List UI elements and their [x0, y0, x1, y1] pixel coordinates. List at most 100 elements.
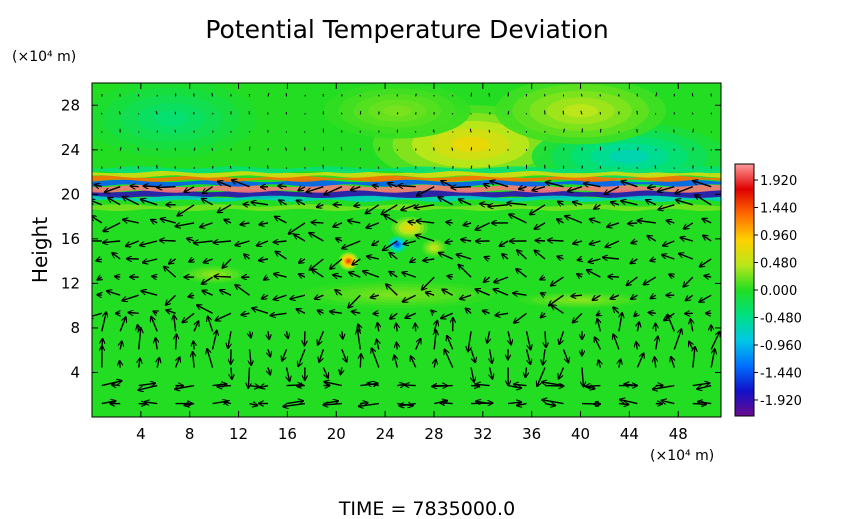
- wind-vector: [404, 241, 416, 244]
- wind-vector: [349, 272, 361, 278]
- colorbar-tick-label: -0.960: [760, 339, 802, 354]
- wind-vector: [594, 404, 601, 405]
- wind-vector: [342, 240, 361, 248]
- wind-vector: [352, 311, 361, 313]
- field-band: [92, 179, 721, 187]
- wind-vector: [189, 295, 195, 297]
- wind-vector: [559, 331, 565, 344]
- wind-vector: [211, 331, 217, 350]
- wind-vector: [692, 147, 694, 151]
- wind-vector: [654, 164, 657, 169]
- wind-vector: [543, 349, 545, 364]
- wind-vector: [656, 337, 658, 350]
- wind-vector: [193, 147, 196, 151]
- wind-vector: [224, 220, 232, 223]
- wind-vector: [544, 94, 546, 97]
- wind-vector: [298, 187, 306, 191]
- wind-vector: [235, 285, 250, 296]
- wind-vector: [416, 235, 435, 242]
- wind-vector: [394, 355, 397, 368]
- wind-vector: [231, 367, 232, 380]
- wind-vector: [683, 276, 694, 287]
- wind-vector: [415, 93, 417, 97]
- wind-vector: [367, 256, 379, 259]
- wind-vector: [470, 92, 473, 97]
- wind-vector: [397, 384, 404, 385]
- wind-vector: [259, 223, 269, 225]
- y-tick-label: 16: [61, 230, 80, 248]
- wind-vector: [174, 111, 177, 115]
- wind-vector: [268, 349, 270, 356]
- wind-vector: [664, 312, 675, 320]
- wind-vector: [377, 340, 379, 350]
- wind-vector: [662, 255, 675, 260]
- wind-vector: [174, 147, 177, 151]
- wind-vector: [519, 187, 527, 190]
- wind-vector: [223, 258, 232, 268]
- wind-vector: [559, 367, 565, 379]
- wind-vector: [593, 294, 601, 300]
- wind-vector: [342, 331, 343, 338]
- wind-vector: [599, 128, 602, 133]
- wind-vector: [631, 241, 638, 243]
- wind-vector: [558, 202, 564, 205]
- wind-vector: [675, 186, 694, 194]
- wind-vector: [139, 328, 141, 350]
- wind-vector: [398, 186, 416, 187]
- wind-vector: [620, 400, 638, 405]
- wind-vector: [378, 323, 379, 332]
- wind-vector: [535, 251, 546, 260]
- wind-vector: [476, 401, 490, 403]
- wind-vector: [509, 214, 527, 224]
- y-tick-label: 4: [70, 363, 80, 381]
- wind-vector: [530, 204, 546, 215]
- field-feature: [395, 242, 400, 247]
- wind-vector: [276, 252, 287, 260]
- wind-vector: [507, 203, 527, 205]
- wind-vector: [224, 402, 232, 404]
- wind-vector: [460, 294, 472, 299]
- wind-vector: [164, 267, 177, 278]
- wind-vector: [340, 367, 342, 375]
- wind-vector: [662, 401, 675, 404]
- wind-vector: [446, 222, 453, 223]
- wind-vector: [204, 259, 213, 263]
- time-label: TIME = 7835000.0: [338, 498, 515, 519]
- wind-vector: [457, 254, 472, 260]
- wind-vector: [446, 241, 453, 243]
- wind-vector: [123, 197, 140, 206]
- wind-vector: [97, 295, 101, 296]
- wind-vector: [92, 216, 103, 224]
- wind-vector: [636, 342, 637, 350]
- wind-vector: [507, 110, 510, 115]
- wind-vector: [218, 182, 232, 188]
- x-tick-label: 28: [424, 425, 443, 443]
- wind-vector: [568, 186, 583, 192]
- wind-vector: [439, 253, 453, 260]
- wind-vector: [582, 367, 583, 387]
- wind-vector: [525, 331, 531, 349]
- wind-vector: [684, 222, 694, 229]
- wind-vector: [402, 273, 416, 278]
- y-tick-label: 12: [61, 274, 80, 292]
- wind-vector: [152, 276, 157, 277]
- wind-vector: [174, 129, 177, 133]
- wind-vector: [373, 185, 379, 186]
- wind-vector: [351, 187, 361, 191]
- wind-vector: [549, 294, 564, 305]
- y-axis-units: (×10⁴ m): [12, 49, 76, 65]
- wind-vector: [411, 356, 417, 368]
- wind-vector: [618, 147, 621, 151]
- wind-vector: [488, 129, 491, 133]
- wind-vector: [383, 240, 398, 250]
- wind-vector: [112, 253, 121, 260]
- wind-vector: [578, 259, 582, 260]
- wind-vector: [432, 129, 435, 133]
- wind-vector: [399, 404, 416, 406]
- wind-vector: [673, 329, 681, 350]
- colorbar-tick-label: -1.920: [760, 394, 802, 409]
- wind-vector: [517, 404, 527, 406]
- wind-vector: [174, 357, 180, 368]
- wind-vector: [118, 111, 121, 115]
- wind-vector: [631, 259, 638, 263]
